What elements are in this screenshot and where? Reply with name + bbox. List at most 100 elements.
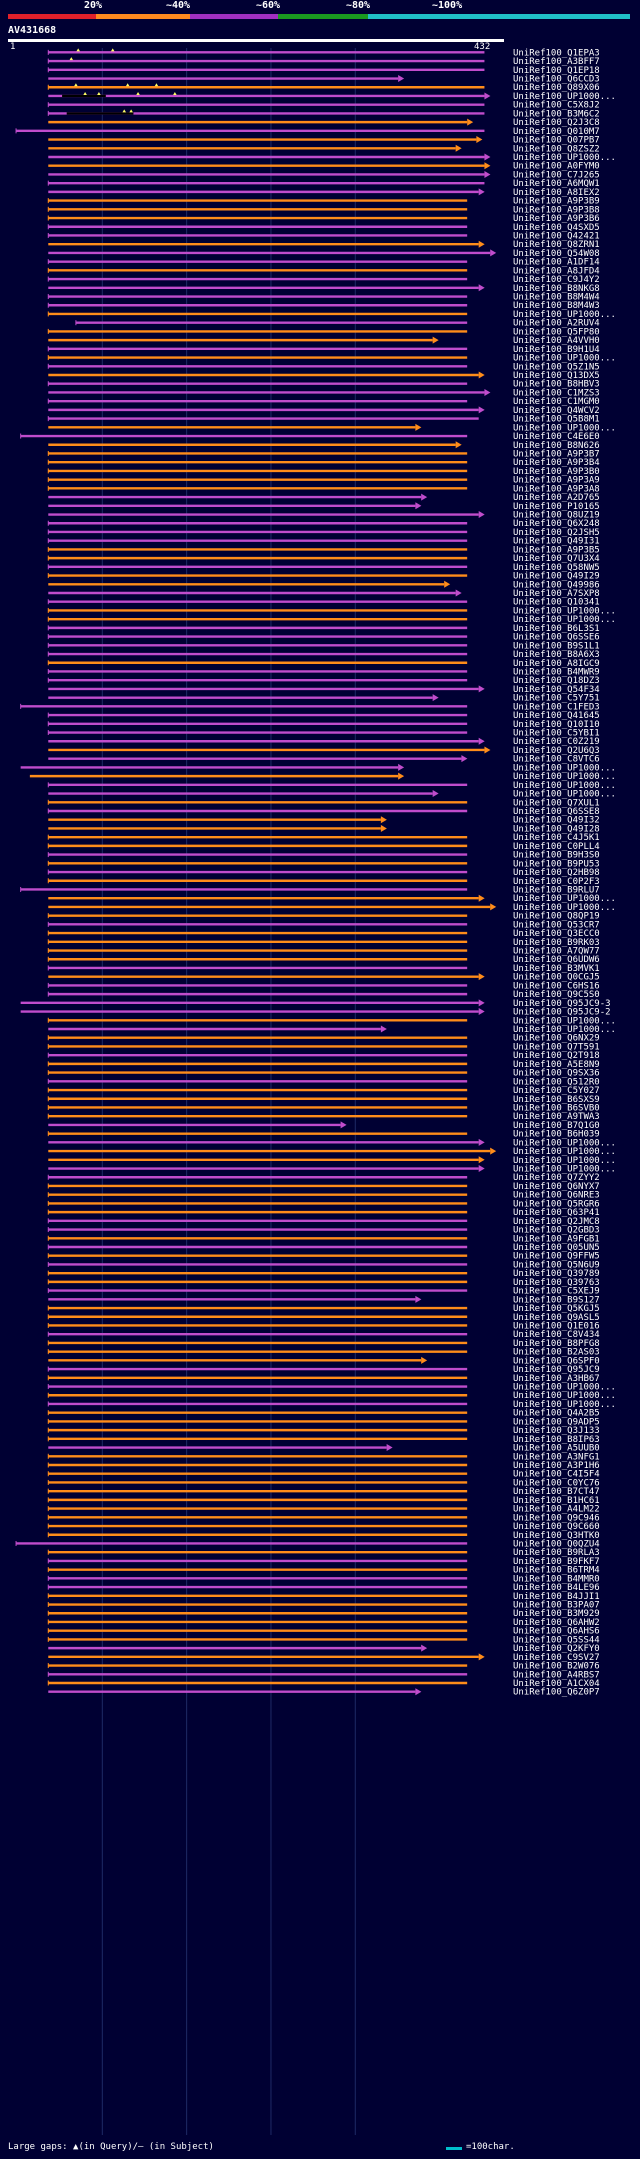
hit-label: UniRef100_Q1EP18 [513,66,600,76]
hit-label: UniRef100_Q512R0 [513,1077,600,1087]
query-gap-marker [173,91,177,95]
hit-arrow-head [478,1138,485,1146]
hit-label: UniRef100_Q9ASL5 [513,1313,600,1323]
hit-label: UniRef100_Q49I28 [513,824,600,834]
hit-label: UniRef100_A1DF14 [513,258,600,268]
hit-label: UniRef100_A9P3B6 [513,214,600,224]
hit-label: UniRef100_C4E6E0 [513,432,600,442]
hit-label: UniRef100_Q2KFY0 [513,1644,600,1654]
color-segment-20 [8,14,96,19]
hit-label: UniRef100_B8M4W4 [513,293,600,303]
hit-label: UniRef100_Q5FP80 [513,327,600,337]
hit-label: UniRef100_Q8ZRN1 [513,240,600,250]
hit-label: UniRef100_UP1000... [513,1400,616,1410]
hit-arrow-head [432,790,439,798]
hit-label: UniRef100_Q41645 [513,711,600,721]
query-gap-marker [69,57,74,61]
hit-arrow-head [478,511,485,519]
hit-label: UniRef100_Q0QZU4 [513,1539,600,1549]
hit-label: UniRef100_Q6CCD3 [513,75,600,85]
hit-label: UniRef100_B6SXS9 [513,1095,600,1105]
hit-arrow-head [484,162,491,170]
hit-label: UniRef100_Q89X06 [513,83,600,93]
hit-arrow-head [478,188,485,196]
hit-arrow-head [478,1156,485,1164]
hit-label: UniRef100_B3MVK1 [513,964,600,974]
hit-label: UniRef100_A9FGB1 [513,1234,600,1244]
hit-label: UniRef100_C1MGM0 [513,397,600,407]
hit-label: UniRef100_B4LE96 [513,1583,600,1593]
hit-label: UniRef100_Q95JC9-3 [513,999,611,1009]
hit-label: UniRef100_Q9FFW5 [513,1252,600,1262]
hit-label: UniRef100_B9H3S0 [513,851,600,861]
hit-arrow-head [380,824,387,832]
hit-label: UniRef100_C6HS16 [513,981,600,991]
hit-arrow-head [415,423,422,431]
hit-label: UniRef100_Q39763 [513,1278,600,1288]
hit-label: UniRef100_B9RK03 [513,938,600,948]
hit-label: UniRef100_C1MZS3 [513,388,600,398]
hit-arrow-head [432,694,439,702]
hit-label: UniRef100_A4LM22 [513,1505,600,1515]
hit-label: UniRef100_B4JJI1 [513,1592,600,1602]
hit-label: UniRef100_Q010M7 [513,127,600,137]
hit-label: UniRef100_Q13DX5 [513,371,600,381]
hit-label: UniRef100_UP1000... [513,1165,616,1175]
hit-label: UniRef100_UP1000... [513,1016,616,1026]
hit-arrow-head [478,284,485,292]
hit-label: UniRef100_Q1EPA3 [513,48,600,58]
hit-label: UniRef100_C5X8J2 [513,101,600,111]
hit-label: UniRef100_A9P3B9 [513,197,600,207]
hit-label: UniRef100_A4RBS7 [513,1670,600,1680]
hit-arrow-head [490,249,497,257]
hit-label: UniRef100_B8HBV3 [513,380,600,390]
hit-label: UniRef100_A3NFG1 [513,1452,600,1462]
color-segment-100 [368,14,630,19]
scale-label-100: ~100% [432,0,463,11]
hit-label: UniRef100_B3PA07 [513,1601,600,1611]
hit-label: UniRef100_UP1000... [513,790,616,800]
hit-label: UniRef100_Q6UDW6 [513,955,600,965]
hit-label: UniRef100_B8NKG8 [513,284,600,294]
hit-label: UniRef100_Q6NYX7 [513,1182,600,1192]
hit-label: UniRef100_Q53CR7 [513,920,600,930]
scale-label-40: ~40% [166,0,191,11]
hit-label: UniRef100_UP1000... [513,763,616,773]
hit-label: UniRef100_UP1000... [513,354,616,364]
hit-label: UniRef100_A1CX04 [513,1679,600,1689]
hit-label: UniRef100_UP1000... [513,310,616,320]
hit-label: UniRef100_A7QW77 [513,947,600,957]
hit-label: UniRef100_C8VTC6 [513,755,600,765]
hit-arrow-head [478,973,485,981]
query-gap-marker [129,109,133,113]
hit-arrow-head [415,1688,422,1696]
hit-label: UniRef100_Q2HB98 [513,868,600,878]
hit-label: UniRef100_A3BFF7 [513,57,600,67]
hit-label: UniRef100_Q3J133 [513,1426,600,1436]
hit-label: UniRef100_UP1000... [513,894,616,904]
hit-label: UniRef100_B3M929 [513,1609,600,1619]
hit-arrow-head [484,170,491,178]
hit-label: UniRef100_A5E8N9 [513,1060,600,1070]
color-segment-60 [190,14,278,19]
hit-label: UniRef100_A9P3B0 [513,467,600,477]
hit-label: UniRef100_B9H1U4 [513,345,600,355]
hit-label: UniRef100_C9J4Y2 [513,275,600,285]
hit-label: UniRef100_Q2GBD3 [513,1226,600,1236]
hit-label: UniRef100_A8JFD4 [513,266,600,276]
hit-label: UniRef100_C0PLL4 [513,842,600,852]
hit-label: UniRef100_Q49I29 [513,572,600,582]
hit-arrow-head [478,406,485,414]
hit-label: UniRef100_A6MQW1 [513,179,600,189]
query-gap-marker [74,83,78,87]
hit-label: UniRef100_Q10I10 [513,720,600,730]
hit-label: UniRef100_Q2T918 [513,1051,600,1061]
hit-label: UniRef100_Q58NW5 [513,563,600,573]
hit-label: UniRef100_Q5KGJ5 [513,1304,600,1314]
hit-arrow-head [490,903,497,911]
hit-arrow-head [398,75,405,83]
hit-arrow-head [484,92,491,100]
hit-label: UniRef100_P10165 [513,502,600,512]
hit-label: UniRef100_C5YBI1 [513,729,600,739]
